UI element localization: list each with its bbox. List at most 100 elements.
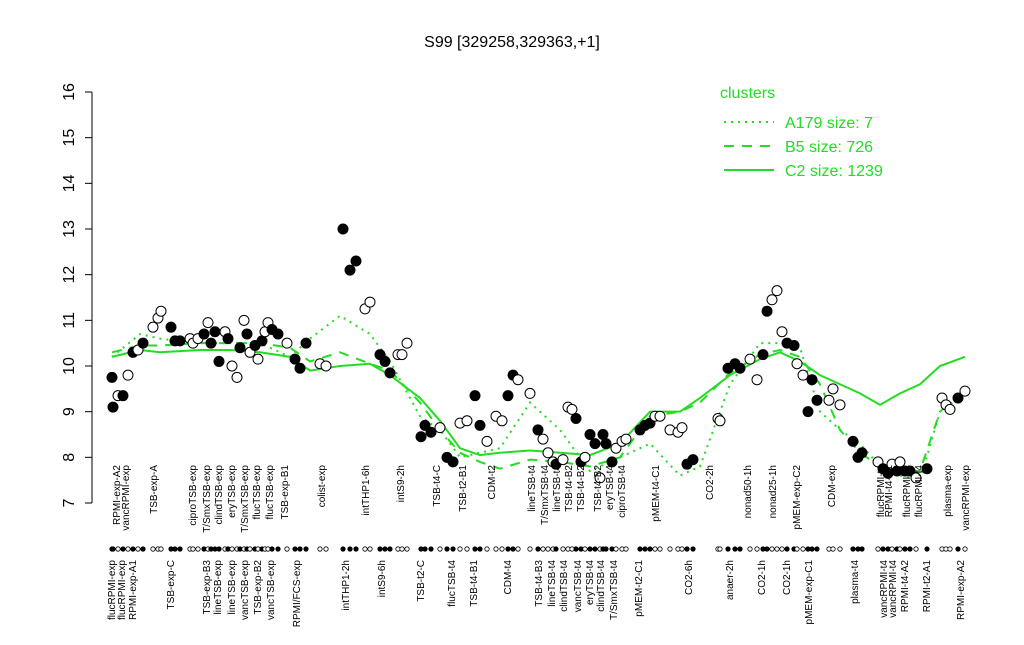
rug-dot xyxy=(603,546,609,552)
data-point xyxy=(589,438,601,450)
rug-dot xyxy=(292,546,298,552)
rug-dot xyxy=(399,546,405,552)
sample-label: CDM-t4 xyxy=(503,560,514,595)
data-point xyxy=(761,305,773,317)
data-point xyxy=(213,355,225,367)
sample-label: RPMI/FCS-exp xyxy=(292,560,303,628)
rug-dot xyxy=(158,546,164,552)
sample-label: flucRPMI-t4 xyxy=(914,465,925,518)
rug-dot xyxy=(809,546,815,552)
rug-dot xyxy=(647,546,653,552)
sample-label: flucRPMI-t4 xyxy=(876,465,887,518)
rug-dot xyxy=(560,546,566,552)
sample-label: vancRPMI-exp xyxy=(961,465,972,531)
sample-label: eryTSB-t4 xyxy=(585,560,596,605)
rug-dot xyxy=(477,546,483,552)
data-point xyxy=(272,328,284,340)
sample-label: vancTSB-exp xyxy=(240,560,251,620)
rug-dot xyxy=(637,546,643,552)
rug-dot xyxy=(317,546,323,552)
rug-dot xyxy=(623,546,629,552)
data-point xyxy=(744,353,756,365)
sample-label: flucRPMI-exp xyxy=(117,560,128,620)
rug-dot xyxy=(377,546,383,552)
rug-dot xyxy=(545,546,551,552)
rug-dot xyxy=(353,546,359,552)
sample-label: ciproTSB-t4 xyxy=(617,465,628,518)
data-point xyxy=(771,285,783,297)
sample-label: eryTSB-exp xyxy=(227,465,238,518)
sample-label: RPMI-exp-A1 xyxy=(128,560,139,620)
sample-label: CDM-t2 xyxy=(487,465,498,500)
data-point xyxy=(620,433,632,445)
data-point xyxy=(910,472,922,484)
data-point xyxy=(165,321,177,333)
rug-dot xyxy=(464,546,470,552)
data-point xyxy=(856,447,868,459)
y-tick-label: 10 xyxy=(61,357,78,375)
rug-dot xyxy=(275,546,281,552)
sample-label: RPMI-t4-A1 xyxy=(884,465,895,518)
y-tick-label: 14 xyxy=(61,174,78,192)
rug-dot xyxy=(902,546,908,552)
rug-dot xyxy=(814,546,820,552)
rug-dot xyxy=(247,546,253,552)
data-point xyxy=(606,456,618,468)
data-point xyxy=(959,385,971,397)
data-point xyxy=(600,438,612,450)
data-point xyxy=(806,374,818,386)
rug-dot xyxy=(725,546,731,552)
rug-dot xyxy=(437,546,443,552)
cluster-line xyxy=(111,342,966,473)
rug-dot xyxy=(897,546,903,552)
data-point xyxy=(597,429,609,440)
data-point xyxy=(469,390,481,402)
data-point xyxy=(117,390,129,402)
data-point xyxy=(788,339,800,351)
sample-label: TSB-t4-B1 xyxy=(469,560,480,607)
rug-dot xyxy=(924,546,930,552)
rug-dot xyxy=(510,546,516,552)
data-point xyxy=(241,328,253,340)
sample-label: flucRPMI-t4 xyxy=(902,465,913,518)
rug-dot xyxy=(830,546,836,552)
y-tick-label: 15 xyxy=(61,129,78,147)
data-point xyxy=(384,367,396,379)
rug-dot xyxy=(387,546,393,552)
sample-label: plasma-exp xyxy=(943,465,954,517)
data-point xyxy=(231,371,243,383)
rug-dot xyxy=(540,546,546,552)
data-point xyxy=(174,335,186,347)
data-point xyxy=(425,426,437,438)
sample-label: lineTSB-exp xyxy=(213,560,224,615)
rug-dot xyxy=(362,546,368,552)
data-point xyxy=(205,337,217,349)
rug-dot xyxy=(613,546,619,552)
data-point xyxy=(557,454,569,466)
legend-label: B5 size: 726 xyxy=(785,139,873,156)
sample-label: intTHP1-2h xyxy=(341,560,352,611)
rug-dot xyxy=(657,546,663,552)
rug-dot xyxy=(422,546,428,552)
rug-dot xyxy=(747,546,753,552)
data-point xyxy=(687,454,699,466)
chart-title: S99 [329258,329363,+1] xyxy=(424,34,600,51)
data-point xyxy=(434,422,446,434)
sample-label: intTHP1-6h xyxy=(361,465,372,516)
rug-dot xyxy=(667,546,673,552)
data-point xyxy=(364,296,376,308)
rug-dot xyxy=(850,546,856,552)
rug-dot xyxy=(367,546,373,552)
cluster-line xyxy=(111,349,966,457)
y-tick-label: 16 xyxy=(61,83,78,101)
sample-label: flucTSB-exp xyxy=(252,465,263,520)
sample-label: lineTSB-t4 xyxy=(547,560,558,607)
data-point xyxy=(904,465,916,477)
rug-dot xyxy=(769,546,775,552)
sample-label: flucTSB-exp xyxy=(265,465,276,520)
sample-label: lineTSB-exp xyxy=(227,560,238,615)
sample-label: vancRPMI-exp xyxy=(121,465,132,531)
sample-label: TSB-t4-C xyxy=(432,465,443,507)
data-point xyxy=(226,360,238,372)
